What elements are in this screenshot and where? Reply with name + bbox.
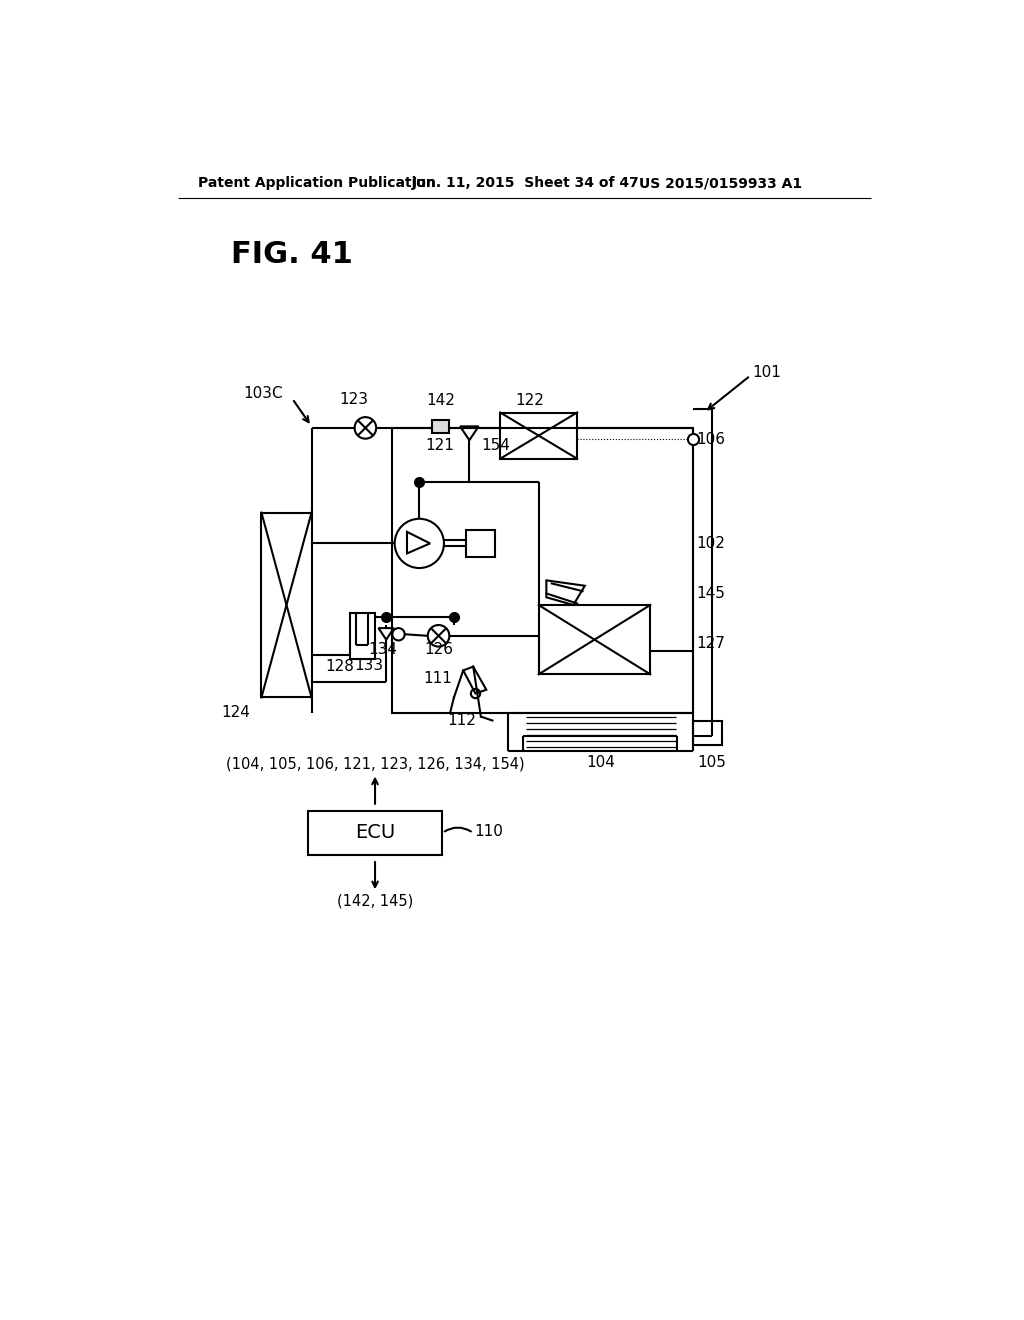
Text: 104: 104	[586, 755, 614, 771]
Text: 106: 106	[696, 432, 726, 447]
Bar	[500, 412, 578, 459]
Text: 101: 101	[753, 364, 781, 380]
Text: 123: 123	[339, 392, 369, 407]
Text: 127: 127	[696, 636, 725, 651]
Text: US 2015/0159933 A1: US 2015/0159933 A1	[639, 176, 802, 190]
Text: 128: 128	[326, 659, 354, 675]
Text: 111: 111	[424, 671, 453, 685]
Text: Patent Application Publication: Patent Application Publication	[199, 176, 436, 190]
Text: 110: 110	[475, 824, 504, 840]
Text: 112: 112	[447, 713, 476, 729]
Bar	[539, 605, 650, 675]
Text: (104, 105, 106, 121, 123, 126, 134, 154): (104, 105, 106, 121, 123, 126, 134, 154)	[225, 756, 524, 772]
Text: FIG. 41: FIG. 41	[230, 240, 352, 269]
Text: 133: 133	[354, 657, 384, 673]
Text: 102: 102	[696, 536, 725, 550]
Bar	[350, 612, 375, 659]
Text: 134: 134	[369, 642, 397, 657]
Text: 124: 124	[222, 705, 251, 721]
Bar	[307, 810, 442, 855]
Text: 154: 154	[481, 438, 510, 453]
Bar	[392, 428, 692, 713]
Text: Jun. 11, 2015  Sheet 34 of 47: Jun. 11, 2015 Sheet 34 of 47	[412, 176, 639, 190]
Text: 105: 105	[697, 755, 726, 771]
Text: (142, 145): (142, 145)	[337, 894, 413, 909]
Text: 121: 121	[425, 438, 454, 453]
Text: 142: 142	[426, 393, 456, 408]
Text: 145: 145	[696, 586, 725, 601]
Bar	[466, 529, 495, 557]
Bar	[692, 721, 722, 744]
Bar	[432, 420, 450, 433]
Bar	[261, 512, 311, 697]
Text: ECU: ECU	[355, 824, 395, 842]
Text: 103C: 103C	[244, 385, 283, 401]
Text: 126: 126	[424, 642, 453, 657]
Text: 122: 122	[516, 393, 545, 408]
